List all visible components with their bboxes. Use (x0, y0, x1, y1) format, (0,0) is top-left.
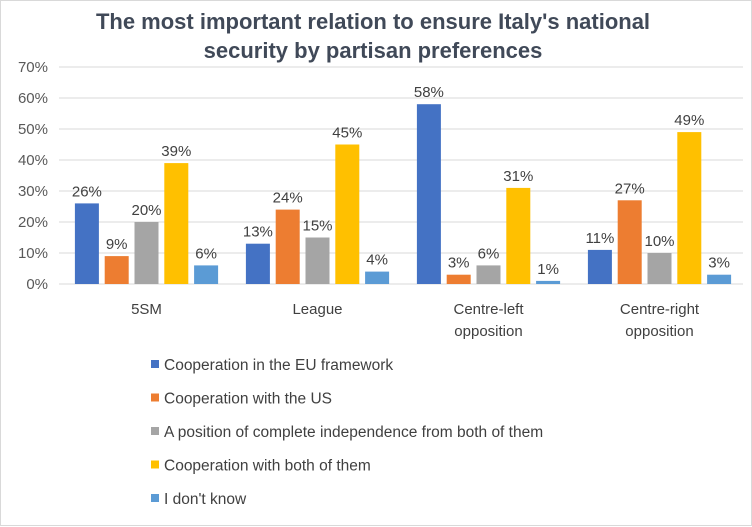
bar (74, 203, 99, 284)
chart-title-line-2: security by partisan preferences (204, 38, 543, 63)
bar (416, 104, 441, 284)
x-category-label: 5SM (131, 301, 162, 318)
bar (194, 265, 219, 284)
legend-swatch (151, 427, 159, 435)
legend-swatch (151, 494, 159, 502)
data-label: 3% (708, 255, 730, 272)
y-tick-label: 50% (18, 121, 48, 138)
x-category-label: League (292, 301, 342, 318)
bar (104, 256, 129, 284)
legend-label: Cooperation with the US (164, 391, 332, 408)
data-label: 58% (414, 84, 444, 101)
y-tick-label: 60% (18, 90, 48, 107)
bar (536, 280, 561, 284)
x-category-label: Centre-right (620, 301, 700, 318)
y-axis-ticks: 0% 10% 20% 30% 40% 50% 60% 70% (18, 59, 48, 293)
bar (245, 243, 270, 284)
bar (275, 209, 300, 284)
data-label: 4% (366, 252, 388, 269)
x-category-label: opposition (454, 323, 522, 340)
data-label: 3% (448, 255, 470, 272)
x-axis-categories: 5SM League Centre-left opposition Centre-rig… (131, 301, 700, 340)
bar (677, 132, 702, 284)
bar (164, 163, 189, 284)
bars (74, 104, 732, 284)
x-category-label: Centre-left (453, 301, 524, 318)
bar (476, 265, 501, 284)
data-label: 26% (72, 183, 102, 200)
y-tick-label: 0% (26, 276, 48, 293)
data-label: 9% (106, 236, 128, 253)
legend-swatch (151, 460, 159, 469)
data-label: 15% (302, 218, 332, 235)
bar (134, 222, 159, 284)
data-label: 20% (131, 202, 161, 219)
data-label: 6% (195, 245, 217, 262)
legend-label: Cooperation with both of them (164, 458, 371, 475)
data-label: 6% (478, 245, 500, 262)
bar (335, 144, 360, 284)
bar (617, 200, 642, 284)
y-tick-label: 10% (18, 245, 48, 262)
bar (587, 249, 612, 284)
data-labels: 26% 9%20% 39% 6% 13%24% 15% 45% 4% 58% 3% 6% 31% 1% 1… (72, 84, 730, 278)
data-label: 1% (537, 261, 559, 278)
legend-swatch (151, 360, 159, 368)
legend-label: A position of complete independence from… (164, 424, 543, 441)
data-label: 24% (273, 190, 303, 207)
y-tick-label: 20% (18, 214, 48, 231)
bar (446, 274, 471, 284)
y-tick-label: 40% (18, 152, 48, 169)
data-label: 11% (585, 230, 614, 247)
data-label: 45% (332, 125, 362, 142)
data-label: 27% (615, 180, 645, 197)
data-label: 49% (674, 112, 704, 129)
bar (305, 237, 330, 284)
bar (365, 271, 390, 284)
legend-label: I don't know (164, 491, 247, 508)
data-label: 31% (503, 168, 533, 185)
x-category-label: opposition (625, 323, 693, 340)
bar (707, 274, 732, 284)
data-label: 39% (161, 143, 191, 160)
y-tick-label: 30% (18, 183, 48, 200)
bar (506, 187, 531, 284)
legend-swatch (151, 393, 159, 402)
legend-label: Cooperation in the EU framework (164, 357, 393, 374)
data-label: 13% (243, 224, 273, 241)
data-label: 10% (644, 233, 674, 250)
bar (647, 253, 672, 284)
chart-title-line-1: The most important relation to ensure It… (96, 9, 650, 34)
legend: Cooperation in the EU framework Cooperati… (151, 357, 543, 508)
y-tick-label: 70% (18, 59, 48, 76)
